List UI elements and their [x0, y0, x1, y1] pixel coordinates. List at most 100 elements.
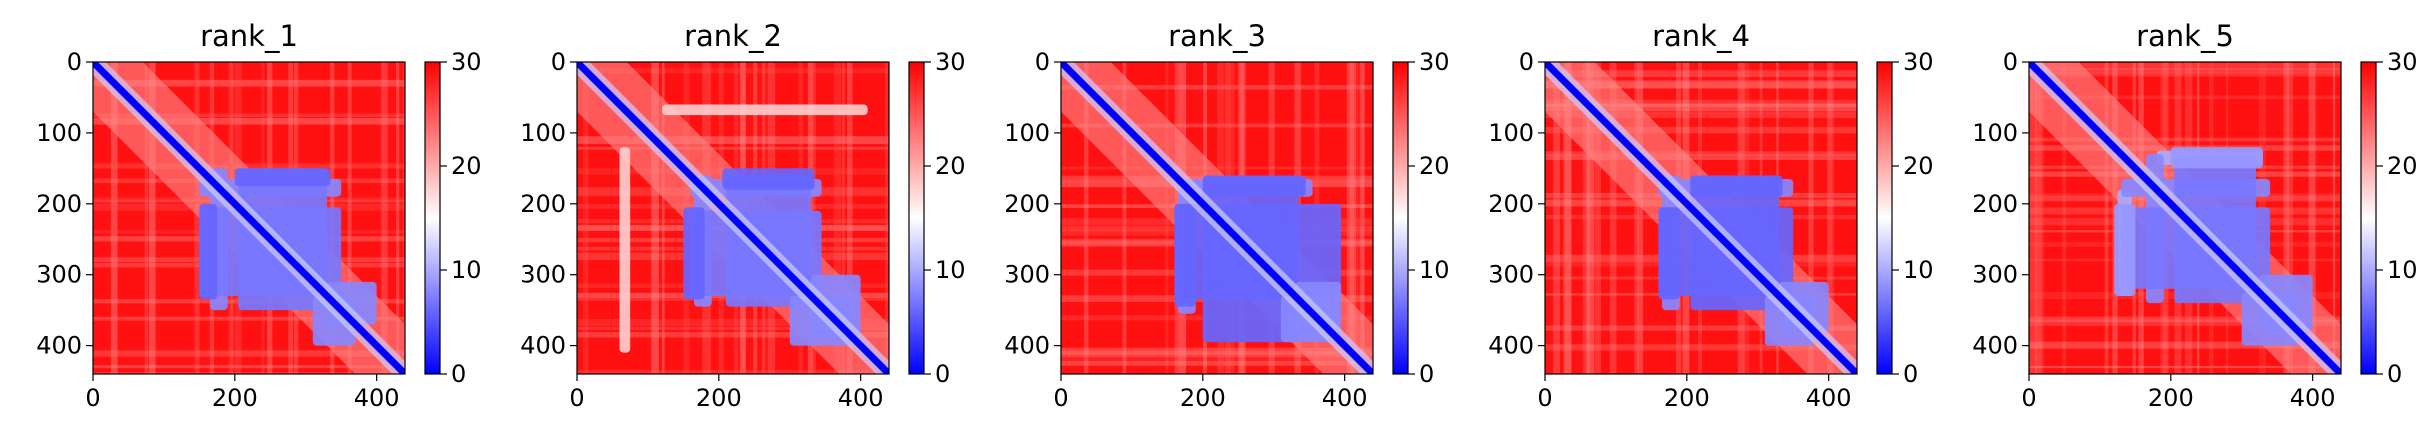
texture-column — [1826, 62, 1833, 374]
contact-block-mirror — [1202, 175, 1306, 197]
texture-row — [1545, 104, 1857, 107]
texture-row — [577, 136, 889, 144]
y-tick-label: 100 — [1488, 119, 1534, 147]
colorbar-tick-label: 0 — [935, 360, 950, 388]
contact-block-mirror — [722, 168, 815, 190]
contact-block — [662, 104, 868, 116]
plot-area — [2029, 62, 2341, 374]
x-tick-label: 200 — [696, 384, 742, 412]
texture-column — [1084, 62, 1089, 374]
x-tick-label: 400 — [2290, 384, 2336, 412]
y-tick-label: 400 — [1488, 332, 1534, 360]
texture-column — [1122, 62, 1127, 374]
texture-column — [1582, 62, 1589, 374]
texture-column — [1563, 62, 1572, 374]
y-tick-label: 200 — [1004, 190, 1050, 218]
contact-block — [683, 207, 705, 300]
texture-column — [349, 62, 352, 374]
texture-row — [577, 318, 889, 327]
colorbar-tick-label: 0 — [2387, 360, 2402, 388]
texture-row — [93, 351, 405, 357]
texture-row — [93, 113, 405, 118]
colorbar-tick-label: 10 — [2387, 256, 2418, 284]
texture-column — [1609, 62, 1617, 374]
texture-column — [847, 62, 853, 374]
texture-row — [2029, 62, 2341, 70]
texture-column — [382, 62, 388, 374]
diagonal-line — [1545, 62, 1857, 374]
texture-column — [2029, 62, 2037, 374]
diagonal-line — [577, 62, 889, 374]
texture-row — [1545, 151, 1857, 156]
texture-row — [93, 117, 405, 125]
texture-row — [2029, 95, 2341, 100]
x-tick-label: 200 — [1180, 384, 1226, 412]
texture-row — [1061, 355, 1373, 360]
texture-column — [148, 62, 156, 374]
texture-row — [577, 326, 889, 330]
contact-block — [2114, 203, 2136, 296]
texture-column — [833, 62, 842, 374]
y-tick-label: 400 — [520, 332, 566, 360]
axes-frame — [2028, 61, 2342, 375]
texture-row — [1545, 99, 1857, 106]
colorbar-tick-label: 30 — [935, 48, 966, 76]
y-tick-label: 200 — [1972, 190, 2018, 218]
axes-frame — [576, 61, 890, 375]
texture-row — [1545, 154, 1857, 161]
y-tick-label: 200 — [520, 190, 566, 218]
colorbar-tick-label: 20 — [1903, 152, 1934, 180]
y-tick-label: 300 — [36, 261, 82, 289]
colorbar — [1876, 61, 1893, 375]
texture-column — [110, 62, 118, 374]
x-tick-label: 400 — [1806, 384, 1852, 412]
axes-frame — [1544, 61, 1858, 375]
colorbar-tick-label: 10 — [1419, 256, 1450, 284]
x-tick-label: 0 — [569, 384, 584, 412]
texture-row — [93, 349, 405, 353]
texture-row — [93, 365, 405, 369]
texture-row — [1545, 325, 1857, 331]
texture-column — [1346, 62, 1354, 374]
diagonal-line — [1061, 62, 1373, 374]
y-tick-label: 300 — [520, 261, 566, 289]
colorbar-tick-label: 20 — [1419, 152, 1450, 180]
texture-column — [1594, 62, 1601, 374]
texture-column — [1586, 62, 1595, 374]
texture-row — [1061, 166, 1373, 170]
panel-title: rank_5 — [2136, 19, 2234, 53]
texture-row — [1061, 347, 1373, 355]
texture-row — [577, 146, 889, 150]
x-tick-label: 400 — [1322, 384, 1368, 412]
y-tick-label: 400 — [36, 332, 82, 360]
texture-column — [1564, 62, 1572, 374]
texture-row — [577, 370, 889, 374]
diagonal-line — [93, 62, 405, 374]
texture-row — [2029, 365, 2341, 369]
colorbar — [424, 61, 441, 375]
texture-column — [1349, 62, 1357, 374]
colorbar-tick-label: 0 — [1419, 360, 1434, 388]
texture-row — [93, 372, 405, 374]
x-tick-label: 0 — [1053, 384, 1068, 412]
y-tick-label: 100 — [1004, 119, 1050, 147]
texture-row — [1545, 81, 1857, 89]
y-tick-label: 100 — [1972, 119, 2018, 147]
colorbar — [1392, 61, 1409, 375]
texture-row — [2029, 72, 2341, 77]
y-tick-label: 400 — [1972, 332, 2018, 360]
texture-column — [347, 62, 351, 374]
y-tick-label: 200 — [36, 190, 82, 218]
texture-column — [583, 62, 589, 374]
x-tick-label: 0 — [1537, 384, 1552, 412]
texture-column — [2308, 62, 2316, 374]
contact-block-mirror — [2170, 147, 2263, 169]
contact-block — [1174, 203, 1196, 307]
texture-column — [2283, 62, 2290, 374]
plot-area — [1061, 62, 1373, 374]
x-tick-label: 200 — [1664, 384, 1710, 412]
contact-block-mirror — [1690, 175, 1783, 197]
contact-block-mirror — [234, 168, 331, 187]
